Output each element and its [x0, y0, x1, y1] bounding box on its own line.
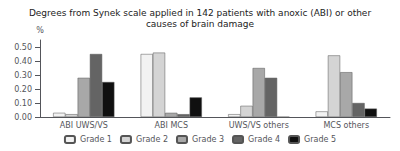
svg-text:%: %	[36, 26, 44, 35]
svg-text:causes of brain damage: causes of brain damage	[146, 19, 255, 29]
svg-text:ABI UWS/VS: ABI UWS/VS	[60, 121, 108, 130]
svg-text:MCS others: MCS others	[323, 121, 369, 130]
svg-text:Grade 1: Grade 1	[80, 135, 112, 144]
svg-text:UWS/VS others: UWS/VS others	[229, 121, 289, 130]
svg-text:Grade 4: Grade 4	[248, 135, 280, 144]
svg-text:0.50: 0.50	[14, 43, 32, 52]
svg-text:0.00: 0.00	[14, 113, 32, 122]
svg-text:0.20: 0.20	[14, 85, 32, 94]
svg-text:0.40: 0.40	[14, 57, 32, 66]
svg-text:0.10: 0.10	[14, 99, 32, 108]
svg-text:Grade 5: Grade 5	[304, 135, 336, 144]
svg-text:Grade 2: Grade 2	[136, 135, 168, 144]
svg-text:Degrees from Synek scale appli: Degrees from Synek scale applied in 142 …	[29, 8, 372, 18]
svg-text:ABI MCS: ABI MCS	[155, 121, 188, 130]
svg-text:Grade 3: Grade 3	[192, 135, 224, 144]
svg-text:0.30: 0.30	[14, 71, 32, 80]
